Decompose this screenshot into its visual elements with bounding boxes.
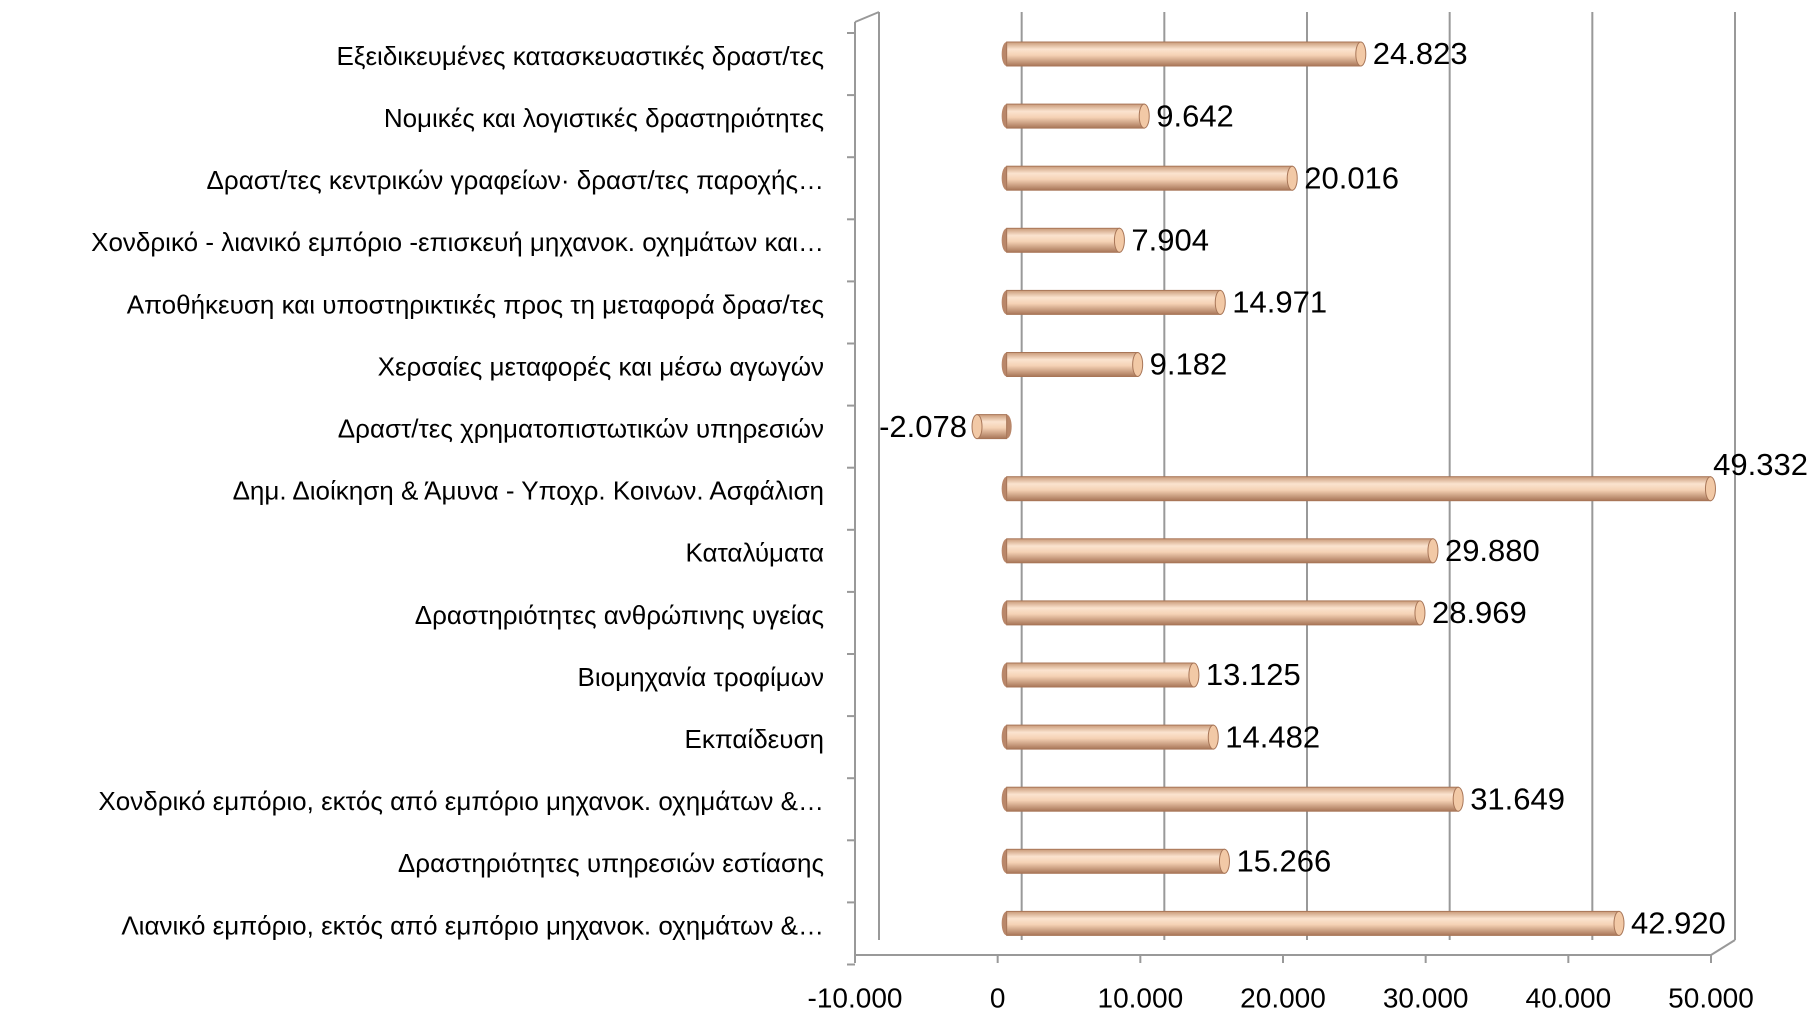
y-tick-label: Λιανικό εμπόριο, εκτός από εμπόριο μηχαν… [121,910,824,940]
value-label: 9.642 [1156,98,1234,133]
y-tick-label: Χερσαίες μεταφορές και μέσω αγωγών [378,351,824,381]
value-label: 15.266 [1236,843,1331,878]
x-tick-label: 20.000 [1240,982,1326,1013]
y-tick-label: Νομικές και λογιστικές δραστηριότητες [384,103,824,133]
y-tick-label: Χονδρικό εμπόριο, εκτός από εμπόριο μηχα… [98,786,824,816]
bar-end [971,414,983,440]
bar [1006,662,1195,688]
bar [1006,103,1145,129]
bar-end [1427,538,1439,564]
y-tick-label: Δραστ/τες κεντρικών γραφείων· δραστ/τες … [207,165,824,195]
bar-end [1452,786,1464,812]
value-label: 31.649 [1470,781,1565,816]
bar [1006,600,1421,626]
value-label: -2.078 [879,409,967,444]
bar [1006,848,1225,874]
wall-edge [854,11,880,23]
x-tick-label: 40.000 [1526,982,1612,1013]
value-label: 14.482 [1225,719,1320,754]
value-label: 20.016 [1304,160,1399,195]
bar [1006,41,1362,67]
bar-end [1613,910,1625,936]
value-label: 13.125 [1206,657,1301,692]
bar-end [1207,724,1219,750]
bar-end [1138,103,1150,129]
x-tick-label: 30.000 [1383,982,1469,1013]
x-tick-label: 50.000 [1668,982,1754,1013]
bar [1006,165,1293,191]
bar [1006,289,1221,315]
floor-edge [1710,939,1736,956]
value-label: 29.880 [1445,533,1540,568]
y-tick-label: Δημ. Διοίκηση & Άμυνα - Υποχρ. Κοινων. Α… [233,476,824,506]
value-label: 7.904 [1131,222,1209,257]
y-tick-label: Εξειδικευμένες κατασκευαστικές δραστ/τες [336,41,824,71]
bar [1006,724,1214,750]
y-tick-label: Δραστηριότητες ανθρώπινης υγείας [415,600,824,630]
value-label: 49.332 [1713,447,1808,482]
value-label: 14.971 [1232,285,1327,320]
y-tick-label: Χονδρικό - λιανικό εμπόριο -επισκευή μηχ… [91,227,824,257]
y-tick-label: Καταλύματα [685,538,824,568]
value-label: 9.182 [1150,347,1228,382]
bar-end [1218,848,1230,874]
bar [1006,227,1120,253]
bar [1006,910,1620,936]
bar-end [1132,352,1144,377]
y-tick-label: Βιομηχανία τροφίμων [578,662,824,692]
bar-end [1113,227,1125,253]
value-label: 42.920 [1631,906,1726,941]
bar-end [1414,600,1426,626]
y-tick-label: Δραστ/τες χρηματοπιστωτικών υπηρεσιών [338,413,824,443]
bar [1006,476,1711,502]
x-tick-label: -10.000 [808,982,903,1013]
value-label: 28.969 [1432,595,1527,630]
x-tick-label: 0 [990,982,1006,1013]
bar-end [1355,41,1367,67]
bar [1006,538,1434,564]
bar-end [1188,662,1200,688]
bar-end [1704,476,1716,502]
bar [1006,786,1459,812]
bar-end [1286,165,1298,191]
bar [1006,352,1139,377]
value-label: 24.823 [1373,36,1468,71]
x-tick-label: 10.000 [1098,982,1184,1013]
y-tick-label: Αποθήκευση και υποστηρικτικές προς τη με… [127,289,824,319]
y-tick-label: Εκπαίδευση [684,724,824,754]
y-tick-label: Δραστηριότητες υπηρεσιών εστίασης [398,848,824,878]
bar-end [1214,289,1226,315]
